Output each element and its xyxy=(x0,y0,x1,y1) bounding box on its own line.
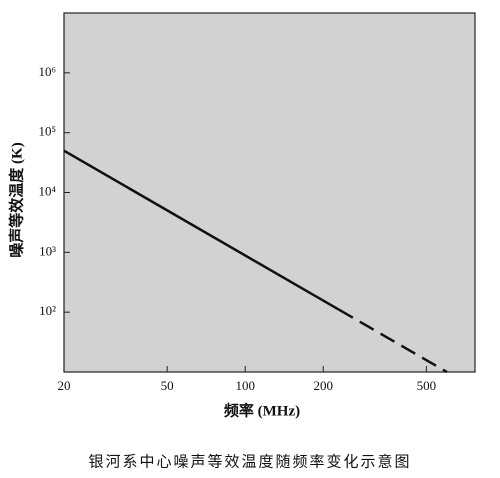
x-tick-label: 50 xyxy=(161,378,174,393)
plot-area xyxy=(63,12,476,373)
caption: 银河系中心噪声等效温度随频率变化示意图 xyxy=(88,452,411,470)
x-tick-label: 200 xyxy=(313,378,333,393)
line xyxy=(338,308,448,374)
line xyxy=(63,149,340,311)
x-tick-label: 500 xyxy=(417,378,437,393)
y-tick-label: 10⁵ xyxy=(38,124,56,139)
x-axis-label: 频率 (MHz) xyxy=(224,401,300,419)
x-tick-label: 20 xyxy=(58,378,71,393)
y-tick-label: 10³ xyxy=(39,243,56,258)
x-tick-label: 100 xyxy=(235,378,255,393)
y-axis-label: 噪声等效温度 (K) xyxy=(7,142,25,257)
y-tick-label: 10⁶ xyxy=(38,64,56,79)
y-tick-label: 10² xyxy=(39,303,56,318)
y-tick-label: 10⁴ xyxy=(38,183,56,198)
